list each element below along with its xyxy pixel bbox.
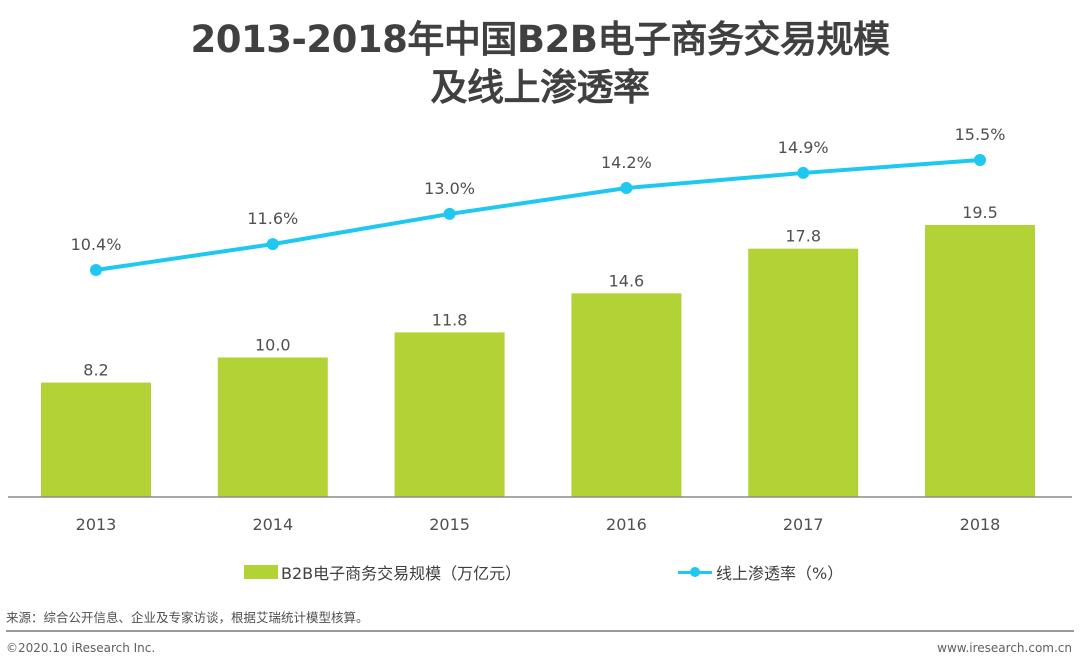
legend-bar-swatch-icon — [244, 565, 278, 579]
line-value-label: 11.6% — [247, 209, 298, 228]
line-point-2015 — [443, 207, 456, 220]
bar-value-label: 17.8 — [785, 227, 821, 246]
line-value-labels: 10.4% 11.6% 13.0% 14.2% 14.9% 15.5% — [71, 125, 1006, 254]
line-value-label: 10.4% — [71, 235, 122, 254]
legend-line-label: 线上渗透率（%） — [716, 564, 844, 583]
line-point-2017 — [797, 166, 810, 179]
line-value-label: 14.9% — [778, 138, 829, 157]
bar-2018 — [925, 224, 1035, 497]
chart-title-line-2: 及线上渗透率 — [430, 66, 651, 109]
line-series — [90, 153, 986, 276]
legend-item-bar: B2B电子商务交易规模（万亿元） — [244, 560, 521, 584]
line-point-2014 — [266, 238, 279, 251]
line-value-label: 14.2% — [601, 153, 652, 172]
x-tick-label: 2013 — [76, 515, 117, 534]
x-tick-label: 2014 — [252, 515, 293, 534]
combo-chart: 8.2 10.0 11.8 14.6 17.8 19.5 2013 2014 2015 2016… — [8, 125, 1072, 534]
line-point-2016 — [620, 182, 633, 195]
bar-value-label: 19.5 — [962, 203, 998, 222]
x-tick-label: 2017 — [783, 515, 824, 534]
bar-2013 — [41, 382, 151, 497]
line-point-2018 — [974, 153, 986, 166]
footer-divider — [6, 630, 1074, 632]
copyright: ©2020.10 iResearch Inc. — [6, 641, 156, 655]
line-path — [95, 157, 981, 272]
bar-2014 — [217, 357, 328, 497]
bar-value-label: 11.8 — [432, 310, 468, 329]
bar-2015 — [394, 332, 505, 497]
legend-line-marker-icon — [678, 565, 712, 579]
bar-2016 — [571, 293, 682, 497]
bar-value-labels: 8.2 10.0 11.8 14.6 17.8 19.5 — [83, 203, 998, 380]
bar-2017 — [748, 248, 859, 497]
line-value-label: 15.5% — [955, 125, 1006, 144]
bar-value-label: 10.0 — [255, 336, 291, 355]
x-tick-label: 2016 — [606, 515, 647, 534]
legend-item-line: 线上渗透率（%） — [678, 560, 843, 584]
bar-value-label: 8.2 — [83, 361, 108, 380]
x-tick-label: 2018 — [960, 515, 1001, 534]
source-note: 来源：综合公开信息、企业及专家访谈，根据艾瑞统计模型核算。 — [6, 610, 369, 625]
legend-bar-label: B2B电子商务交易规模（万亿元） — [281, 564, 522, 583]
line-value-label: 13.0% — [424, 179, 475, 198]
x-tick-label: 2015 — [429, 515, 470, 534]
bar-value-label: 14.6 — [609, 271, 645, 290]
bar-series — [41, 224, 1035, 497]
chart-title-line-1: 2013-2018年中国B2B电子商务交易规模 — [190, 18, 890, 61]
line-point-2013 — [90, 264, 102, 276]
x-axis-tick-labels: 2013 2014 2015 2016 2017 2018 — [76, 515, 1001, 534]
website-link[interactable]: www.iresearch.com.cn — [937, 641, 1072, 655]
